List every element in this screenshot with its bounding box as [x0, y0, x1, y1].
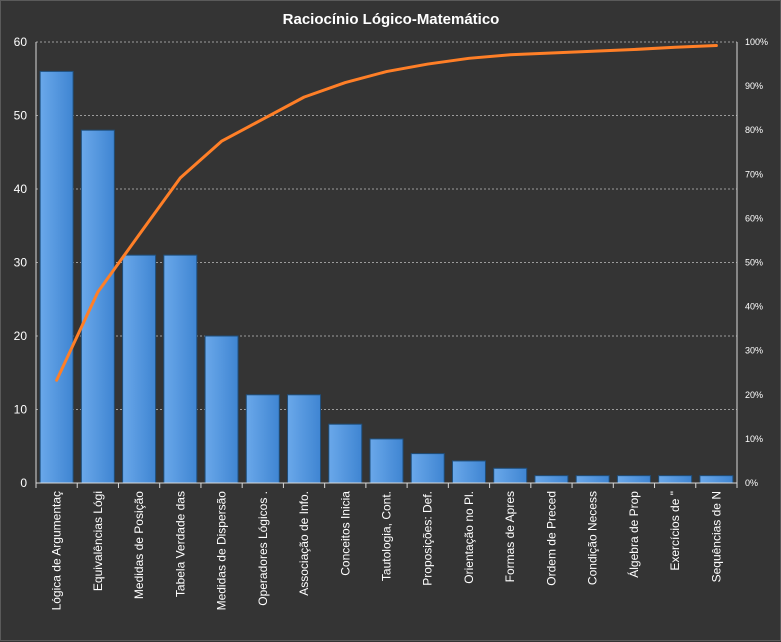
y-tick-label: 50 [14, 109, 28, 123]
x-tick-label: Medidas de Dispersão [215, 491, 229, 611]
bar [659, 476, 692, 483]
bar [81, 130, 114, 483]
x-tick-label: Sequências de N [709, 491, 723, 582]
y2-tick-label: 70% [745, 169, 763, 179]
y-tick-label: 20 [14, 329, 28, 343]
y2-tick-label: 80% [745, 125, 763, 135]
bar [576, 476, 609, 483]
y-tick-label: 30 [14, 256, 28, 270]
y2-tick-label: 60% [745, 213, 763, 223]
x-tick-label: Associação de Info. [297, 491, 311, 596]
y2-tick-label: 30% [745, 346, 763, 356]
chart-title: Raciocínio Lógico-Matemático [283, 11, 500, 28]
x-tick-label: Ordem de Preced [544, 491, 558, 586]
x-tick-label: Equivalências Lógi [91, 491, 105, 591]
x-tick-label: Tautologia, Cont. [380, 491, 394, 581]
bar [535, 476, 568, 483]
x-tick-label: Álgebra de Prop [626, 491, 641, 578]
right-axis-ticks: 0% 10% 20% 30% 40% 50% 60% 70% 80% 90% 100% [745, 37, 768, 488]
bar [123, 255, 156, 483]
x-tick-label: Operadores Lógicos . [256, 491, 270, 606]
x-tick-label: Proposições: Def. [421, 491, 435, 586]
left-axis-ticks: 0 10 20 30 40 50 60 [14, 35, 28, 490]
bar [40, 71, 73, 483]
bar [164, 255, 197, 483]
x-tick-label: Medidas de Posição [132, 491, 146, 599]
category-labels: Lógica de Argumentaç Equivalências Lógi Me… [50, 491, 724, 611]
x-tick-label: Exercícios de " [668, 491, 682, 571]
y2-tick-label: 100% [745, 37, 768, 47]
bar [700, 476, 733, 483]
y2-tick-label: 10% [745, 434, 763, 444]
y-tick-label: 60 [14, 35, 28, 49]
y-tick-label: 0 [20, 476, 27, 490]
bar [205, 336, 238, 483]
bar [494, 468, 527, 483]
y-tick-label: 10 [14, 403, 28, 417]
bar [370, 439, 403, 483]
bar-series [40, 71, 733, 483]
bar [411, 454, 444, 483]
bar [452, 461, 485, 483]
bar [288, 395, 321, 483]
y2-tick-label: 50% [745, 258, 763, 268]
bar [246, 395, 279, 483]
y-tick-label: 40 [14, 182, 28, 196]
y2-tick-label: 20% [745, 390, 763, 400]
y2-tick-label: 40% [745, 302, 763, 312]
x-tick-label: Conceitos Inicia [338, 491, 352, 576]
x-tick-label: Orientação no Pl. [462, 491, 476, 584]
x-tick-label: Tabela Verdade das [173, 491, 187, 597]
y2-tick-label: 0% [745, 478, 758, 488]
y2-tick-label: 90% [745, 81, 763, 91]
x-tick-label: Lógica de Argumentaç [50, 491, 64, 610]
bar [617, 476, 650, 483]
x-tick-label: Formas de Apres [503, 491, 517, 582]
x-tick-label: Condição Necess [586, 491, 600, 585]
bar [329, 424, 362, 483]
